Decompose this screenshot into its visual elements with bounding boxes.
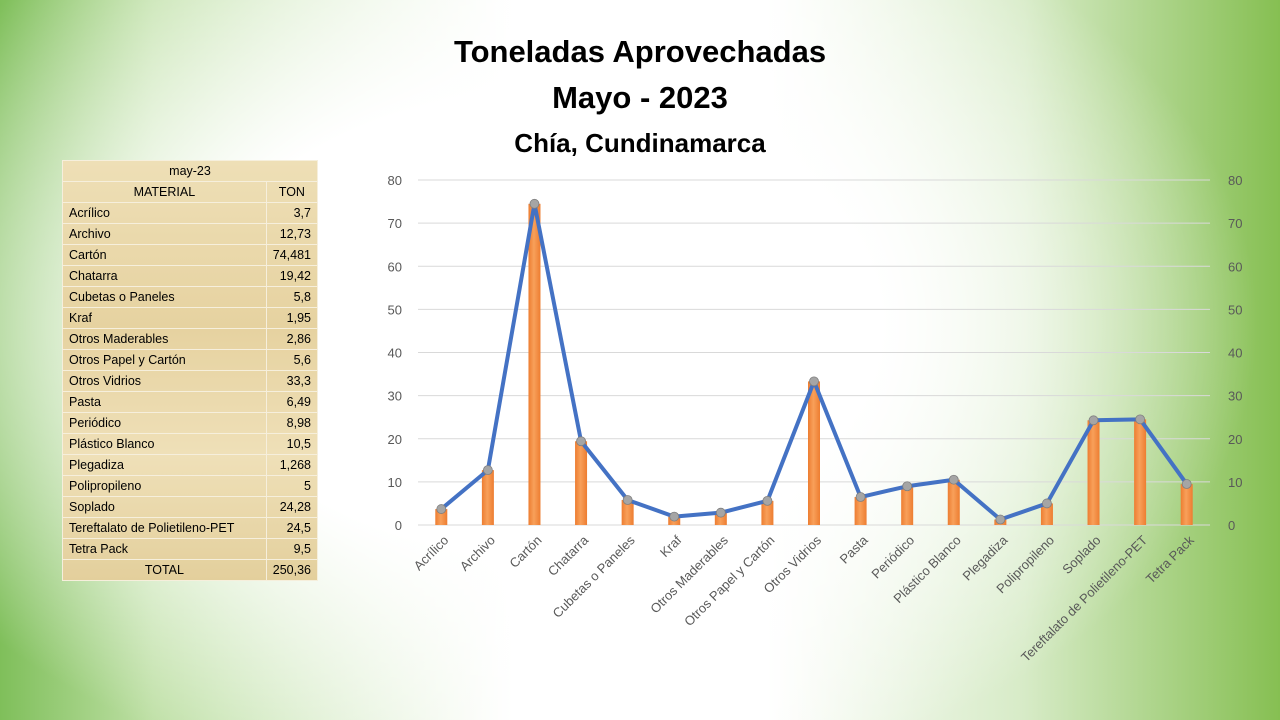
x-tick-label: Acrílico — [411, 533, 452, 574]
x-tick-label: Tetra Pack — [1143, 532, 1197, 586]
line-point — [669, 511, 680, 522]
line-point — [436, 504, 447, 514]
line-point — [948, 474, 959, 485]
line-point — [1135, 414, 1146, 425]
y2-tick-label: 20 — [1228, 432, 1242, 447]
table-row: Kraf 1,95 — [62, 307, 319, 329]
table-cell-material: Tetra Pack — [62, 538, 267, 560]
y2-tick-label: 80 — [1228, 173, 1242, 188]
table-row: Periódico 8,98 — [62, 412, 319, 434]
bar — [1134, 419, 1147, 525]
line-point — [1181, 479, 1192, 489]
line-point — [529, 198, 540, 209]
x-tick-label: Pasta — [837, 532, 872, 567]
bar — [854, 497, 867, 525]
table-cell-ton: 6,49 — [265, 391, 319, 413]
y-tick-label: 10 — [388, 475, 402, 490]
line-point — [622, 495, 633, 505]
x-tick-label: Archivo — [457, 533, 498, 574]
table-total-row: TOTAL 250,36 — [62, 559, 319, 581]
table-cell-ton: 9,5 — [265, 538, 319, 560]
y-tick-label: 0 — [395, 518, 402, 533]
line-point — [482, 465, 493, 476]
y2-tick-label: 70 — [1228, 216, 1242, 231]
table-cell-material: Archivo — [62, 223, 267, 245]
line-point — [1042, 498, 1052, 509]
table-row: Otros Vidrios 33,3 — [62, 370, 319, 392]
table-row: Tetra Pack 9,5 — [62, 538, 319, 560]
chart-title: Toneladas Aprovechadas — [453, 34, 827, 69]
line-point — [762, 495, 773, 506]
bar — [901, 486, 914, 525]
table-cell-ton: 74,481 — [265, 244, 319, 266]
x-tick-label: Periódico — [868, 533, 917, 582]
bar — [621, 499, 634, 525]
table-total-label: TOTAL — [62, 559, 267, 581]
table-row: Soplado 24,28 — [62, 496, 319, 518]
line-point — [715, 507, 726, 518]
y2-tick-label: 50 — [1228, 302, 1242, 317]
table-cell-ton: 10,5 — [265, 433, 319, 455]
line-point — [809, 376, 819, 387]
x-tick-label: Soplado — [1059, 533, 1103, 577]
y-tick-label: 80 — [388, 173, 402, 188]
x-tick-label: Cubetas o Paneles — [549, 532, 638, 621]
table-row: Chatarra 19,42 — [62, 265, 319, 287]
y-tick-label: 20 — [388, 432, 402, 447]
bar — [808, 381, 820, 525]
bar — [435, 509, 448, 525]
y2-tick-label: 60 — [1228, 259, 1242, 274]
line-point — [995, 514, 1006, 525]
line-point — [855, 492, 866, 502]
y-tick-label: 30 — [388, 389, 402, 404]
bar — [528, 203, 541, 525]
bar — [1087, 420, 1100, 525]
chart-subtitle: Mayo - 2023 — [552, 80, 728, 115]
table-row: Polipropileno 5 — [62, 475, 319, 497]
x-tick-label: Cartón — [506, 533, 544, 571]
bar — [1180, 484, 1193, 525]
table-cell-ton: 5,6 — [265, 349, 319, 371]
y-tick-label: 70 — [388, 216, 402, 231]
x-tick-label: Otros Papel y Cartón — [681, 533, 777, 629]
table-row: Plástico Blanco 10,5 — [62, 433, 319, 455]
table-row: Acrílico 3,7 — [62, 202, 319, 224]
y-tick-label: 40 — [388, 346, 402, 361]
chart-location: Chía, Cundinamarca — [514, 128, 766, 158]
y2-tick-label: 40 — [1228, 346, 1242, 361]
line-point — [1088, 415, 1099, 426]
data-table: may-23 MATERIAL TON Acrílico 3,7 Archivo 12… — [62, 160, 319, 581]
bar — [1040, 503, 1053, 525]
y-tick-label: 60 — [388, 259, 402, 274]
y-tick-label: 50 — [388, 302, 402, 317]
bar — [575, 441, 588, 525]
line-point — [576, 436, 586, 447]
line-point — [902, 481, 913, 492]
y2-tick-label: 0 — [1228, 518, 1235, 533]
bar — [481, 470, 494, 525]
y2-tick-label: 10 — [1228, 475, 1242, 490]
table-total-value: 250,36 — [265, 559, 319, 581]
bar — [947, 479, 960, 525]
y2-tick-label: 30 — [1228, 389, 1242, 404]
col-ton-header: TON — [265, 181, 319, 203]
x-tick-label: Chatarra — [545, 532, 592, 579]
x-tick-label: Otros Maderables — [647, 532, 731, 616]
x-tick-label: Kraf — [657, 532, 685, 560]
bar — [761, 500, 774, 525]
